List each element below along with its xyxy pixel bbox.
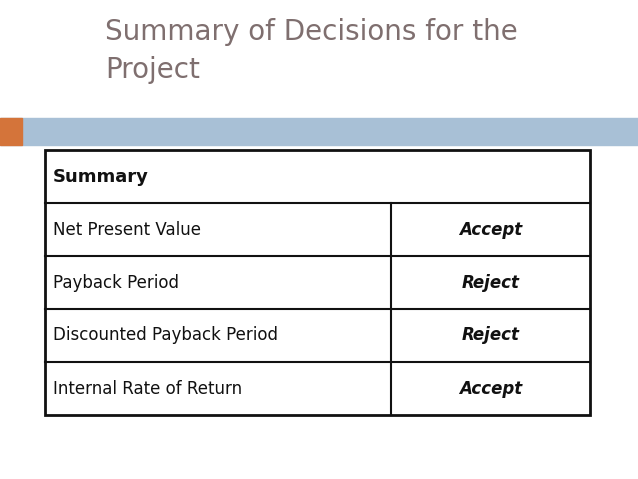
Text: Net Present Value: Net Present Value xyxy=(53,220,201,239)
Bar xyxy=(0,118,638,145)
Text: Payback Period: Payback Period xyxy=(53,274,179,292)
Bar xyxy=(0,118,22,145)
Text: Summary: Summary xyxy=(53,168,149,185)
Text: Reject: Reject xyxy=(461,274,519,292)
Text: Project: Project xyxy=(105,56,200,84)
Bar xyxy=(45,150,590,415)
Text: Reject: Reject xyxy=(461,327,519,344)
Text: Internal Rate of Return: Internal Rate of Return xyxy=(53,379,242,398)
Text: Discounted Payback Period: Discounted Payback Period xyxy=(53,327,278,344)
Text: Accept: Accept xyxy=(459,379,522,398)
Text: Summary of Decisions for the: Summary of Decisions for the xyxy=(105,18,518,46)
Text: Accept: Accept xyxy=(459,220,522,239)
